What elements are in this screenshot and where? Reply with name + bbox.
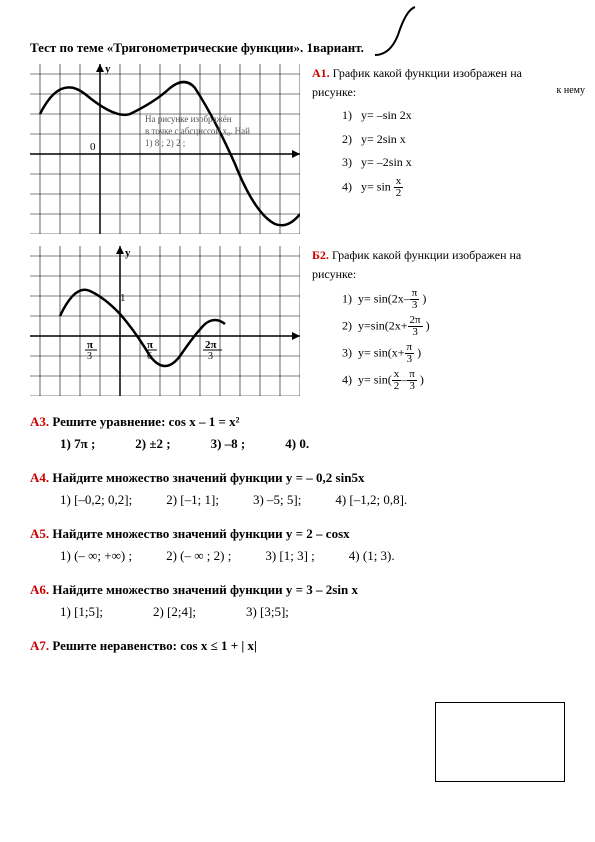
svg-text:y: y — [125, 247, 131, 259]
q5-a3: 3) [1; 3] ; — [265, 548, 314, 564]
section-q2: y π 3 π 6 2π 3 1 Б2. График какой функци… — [30, 246, 565, 396]
q5-text: Найдите множество значений функции y = 2… — [52, 526, 349, 541]
q6-a1: 1) [1;5]; — [60, 604, 103, 620]
q5-a4: 4) (1; 3). — [349, 548, 395, 564]
q4-label: А4. — [30, 470, 49, 485]
q4-a1: 1) [–0,2; 0,2]; — [60, 492, 132, 508]
q3-a1: 1) 7π ; — [60, 436, 95, 452]
q1-text: График какой функции изображен на рисунк… — [312, 66, 522, 99]
q3-label: А3. — [30, 414, 49, 429]
q2-a1: 1) y= sin(2x–π3 ) — [342, 288, 565, 311]
q5-label: А5. — [30, 526, 49, 541]
q7-text: Решите неравенство: cos x ≤ 1 + | x| — [52, 638, 256, 653]
svg-text:3: 3 — [208, 351, 213, 362]
svg-text:y: y — [105, 64, 111, 75]
q5-a1: 1) (– ∞; +∞) ; — [60, 548, 132, 564]
svg-text:На рисунке изображён: На рисунке изображён — [145, 114, 232, 124]
q6-answers: 1) [1;5]; 2) [2;4]; 3) [3;5]; — [60, 604, 565, 620]
q3-text: Решите уравнение: cos x – 1 = x² — [52, 414, 239, 429]
q6-label: А6. — [30, 582, 49, 597]
q1-a2: 2) y= 2sin x — [342, 130, 565, 149]
q3-a3: 3) –8 ; — [211, 436, 246, 452]
q4-a2: 2) [–1; 1]; — [166, 492, 219, 508]
page-title: Тест по теме «Тригонометрические функции… — [30, 40, 565, 56]
q2-block: Б2. График какой функции изображен на ри… — [312, 246, 565, 396]
q6: А6. Найдите множество значений функции y… — [30, 582, 565, 620]
q1-answers: 1) y= –sin 2x 2) y= 2sin x 3) y= –2sin x… — [312, 106, 565, 199]
svg-text:π: π — [87, 339, 93, 351]
q2-text: График какой функции изображен на рисунк… — [312, 248, 521, 281]
q3-a2: 2) ±2 ; — [135, 436, 170, 452]
q4-text: Найдите множество значений функции y = –… — [52, 470, 364, 485]
svg-text:в точке с абсциссой x₀. Най: в точке с абсциссой x₀. Най — [145, 126, 250, 136]
chart-1: y 0 На рисунке изображён в точке с абсци… — [30, 64, 300, 234]
q4-answers: 1) [–0,2; 0,2]; 2) [–1; 1]; 3) –5; 5]; 4… — [60, 492, 565, 508]
svg-text:0: 0 — [90, 141, 96, 153]
svg-text:3: 3 — [87, 351, 92, 362]
q2-a3: 3) y= sin(x+π3 ) — [342, 342, 565, 365]
q3-answers: 1) 7π ; 2) ±2 ; 3) –8 ; 4) 0. — [60, 436, 565, 452]
svg-text:1: 1 — [120, 292, 126, 304]
chart-2: y π 3 π 6 2π 3 1 — [30, 246, 300, 396]
q4: А4. Найдите множество значений функции y… — [30, 470, 565, 508]
q1-a4: 4) y= sin x2 — [342, 176, 565, 199]
answer-box — [435, 702, 565, 782]
q2-label: Б2. — [312, 248, 329, 262]
q2-answers: 1) y= sin(2x–π3 ) 2) y=sin(2x+2π3 ) 3) y… — [312, 288, 565, 392]
q5-answers: 1) (– ∞; +∞) ; 2) (– ∞ ; 2) ; 3) [1; 3] … — [60, 548, 565, 564]
q4-a4: 4) [–1,2; 0,8]. — [335, 492, 407, 508]
q3: А3. Решите уравнение: cos x – 1 = x² 1) … — [30, 414, 565, 452]
q2-a2: 2) y=sin(2x+2π3 ) — [342, 315, 565, 338]
q1-a3: 3) y= –2sin x — [342, 153, 565, 172]
q1-label: А1. — [312, 66, 330, 80]
q5-a2: 2) (– ∞ ; 2) ; — [166, 548, 231, 564]
q7-label: А7. — [30, 638, 49, 653]
svg-text:1) 8 ; 2) 2 ;: 1) 8 ; 2) 2 ; — [145, 138, 185, 148]
q6-a2: 2) [2;4]; — [153, 604, 196, 620]
q2-a4: 4) y= sin(x2–π3 ) — [342, 369, 565, 392]
q5: А5. Найдите множество значений функции y… — [30, 526, 565, 564]
q1-a1: 1) y= –sin 2x — [342, 106, 565, 125]
section-q1: y 0 На рисунке изображён в точке с абсци… — [30, 64, 565, 234]
top-curve-decoration — [370, 5, 430, 60]
q4-a3: 3) –5; 5]; — [253, 492, 301, 508]
q7: А7. Решите неравенство: cos x ≤ 1 + | x| — [30, 638, 565, 654]
q1-side: к нему — [557, 83, 585, 99]
q1-block: А1. График какой функции изображен на ри… — [312, 64, 565, 203]
q6-text: Найдите множество значений функции y = 3… — [52, 582, 358, 597]
q3-a4: 4) 0. — [285, 436, 309, 452]
svg-text:2π: 2π — [205, 339, 217, 351]
q6-a3: 3) [3;5]; — [246, 604, 289, 620]
svg-text:π: π — [147, 339, 153, 351]
